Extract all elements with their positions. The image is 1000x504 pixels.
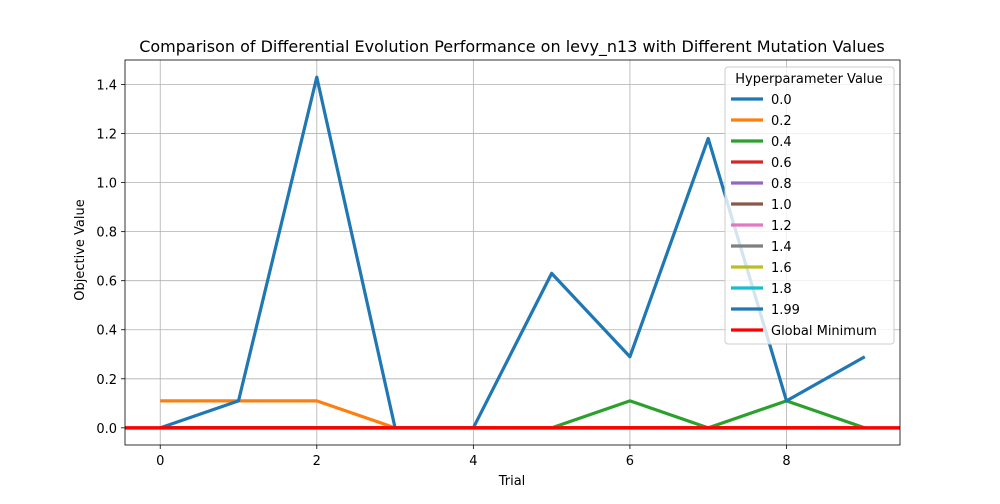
legend-label: 0.0 (771, 93, 792, 108)
legend-box (724, 66, 895, 345)
y-tick-label: 1.2 (96, 128, 117, 143)
series-line-0.4 (160, 399, 866, 430)
legend-label: Global Minimum (771, 324, 877, 339)
x-axis-label: Trial (498, 474, 526, 489)
y-tick-label: 0.6 (96, 275, 117, 290)
legend-label: 0.4 (771, 135, 792, 150)
x-tick-label: 6 (626, 454, 634, 469)
legend-label: 1.4 (771, 240, 792, 255)
y-tick-label: 0.4 (96, 324, 117, 339)
x-tick-label: 0 (156, 454, 164, 469)
legend-label: 1.99 (771, 303, 800, 318)
legend-label: 1.6 (771, 261, 792, 276)
legend-label: 0.2 (771, 114, 792, 129)
legend-label: 0.6 (771, 156, 792, 171)
y-tick-label: 1.0 (96, 177, 117, 192)
legend-label: 0.8 (771, 177, 792, 192)
x-tick-label: 2 (313, 454, 321, 469)
chart-title: Comparison of Differential Evolution Per… (139, 37, 885, 57)
x-tick-label: 4 (469, 454, 477, 469)
legend-label: 1.8 (771, 282, 792, 297)
axis-ticks: 0 2 4 6 8 0.0 0.2 0.4 0.6 0.8 1.0 1.2 1.4 (96, 79, 790, 469)
legend-label: 1.2 (771, 219, 792, 234)
series-line-0.2 (160, 399, 865, 430)
legend: Hyperparameter Value 0.0 0.2 0.4 0.6 0.8 1.0 1… (724, 66, 895, 345)
y-tick-label: 0.2 (96, 373, 117, 388)
y-tick-label: 0.8 (96, 226, 117, 241)
legend-title: Hyperparameter Value (735, 72, 883, 87)
series-lines (125, 75, 900, 430)
legend-label: 1.0 (771, 198, 792, 213)
x-tick-label: 8 (782, 454, 790, 469)
plot-frame (124, 59, 901, 446)
y-tick-label: 1.4 (96, 79, 117, 94)
y-axis-label: Objective Value (73, 199, 88, 300)
legend-items: 0.0 0.2 0.4 0.6 0.8 1.0 1.2 1.4 1.6 1.8 1.99 Global… (731, 93, 877, 339)
y-tick-label: 0.0 (96, 422, 117, 437)
